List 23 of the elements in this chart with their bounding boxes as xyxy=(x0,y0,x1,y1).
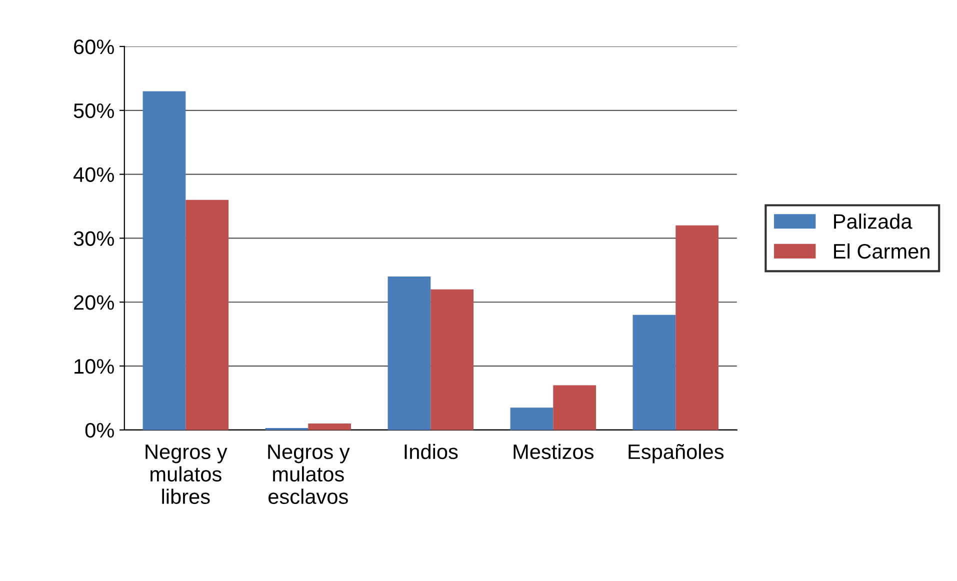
bar xyxy=(388,276,431,430)
x-tick-label: Negros y mulatos esclavos xyxy=(268,444,350,504)
bar xyxy=(553,385,596,430)
bar xyxy=(142,91,186,430)
bar xyxy=(676,225,719,430)
bar xyxy=(308,424,352,430)
y-tick-label: 50% xyxy=(74,103,114,118)
x-tick-label: Indios xyxy=(404,444,458,460)
x-tick-label: Negros y mulatos libres xyxy=(146,444,228,504)
bar xyxy=(430,289,474,430)
y-tick-label: 40% xyxy=(73,167,114,182)
bar xyxy=(186,200,229,430)
legend-label: El Carmen xyxy=(834,243,930,259)
x-tick-label: Españoles xyxy=(628,444,724,464)
y-tick-label: 30% xyxy=(74,231,114,246)
y-tick-label: 20% xyxy=(74,295,114,310)
x-tick-label: Mestizos xyxy=(514,444,594,460)
y-tick-label: 0% xyxy=(85,422,114,438)
legend-label: Palizada xyxy=(834,214,912,229)
bar xyxy=(510,408,554,430)
y-tick-label: 60% xyxy=(74,39,114,54)
y-tick-label: 10% xyxy=(74,359,114,374)
bar xyxy=(632,314,676,430)
